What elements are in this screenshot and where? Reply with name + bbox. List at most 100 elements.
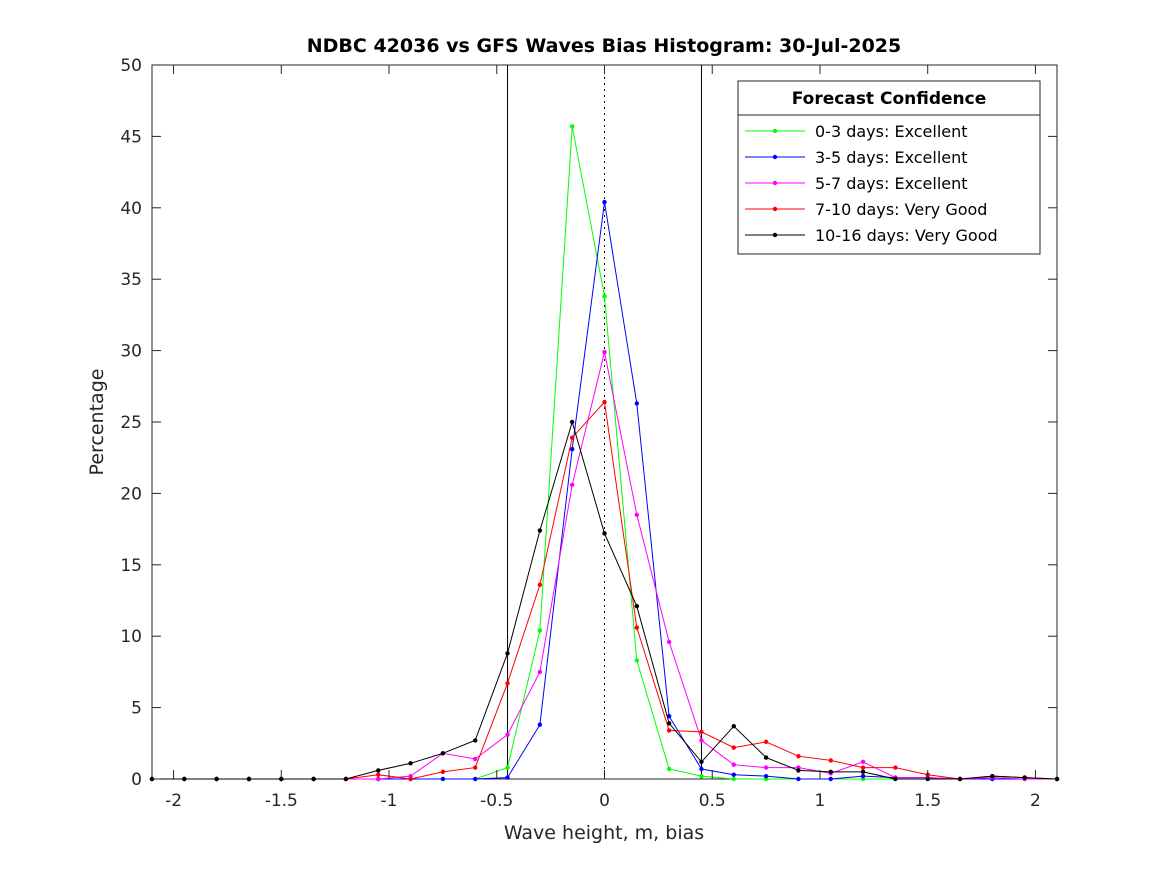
series-2-point	[666, 639, 672, 645]
y-axis-label: Percentage	[86, 369, 108, 476]
x-tick-label: -0.5	[480, 791, 513, 811]
y-tick-label: 5	[131, 699, 142, 719]
series-2-point	[699, 738, 704, 743]
series-3-point	[860, 765, 866, 770]
y-tick-label: 30	[120, 342, 142, 362]
series-1-point	[666, 713, 672, 719]
series-0-point	[505, 765, 510, 770]
series-4-point	[343, 776, 349, 782]
series-1-point	[537, 722, 543, 727]
y-tick-label: 45	[120, 127, 142, 147]
series-3-point	[763, 739, 769, 745]
series-4-point	[1022, 775, 1027, 780]
legend-marker-4	[772, 232, 778, 238]
y-tick-label: 50	[120, 56, 142, 76]
series-4-point	[182, 776, 187, 782]
series-2-point	[505, 732, 510, 737]
series-3-point	[796, 753, 801, 759]
series-3-point	[505, 681, 510, 686]
series-0-point	[537, 628, 543, 633]
series-4-point	[957, 776, 963, 782]
series-3-point	[569, 435, 575, 440]
x-tick-label: -1	[381, 791, 398, 811]
series-4-point	[828, 769, 833, 775]
legend-marker-0	[772, 128, 778, 134]
legend-entry-0: 0-3 days: Excellent	[815, 122, 968, 141]
x-tick-label: 0	[599, 791, 610, 811]
legend-box	[737, 80, 1041, 255]
series-4-point	[699, 759, 704, 765]
series-2-point	[569, 482, 575, 488]
series-4-point	[246, 776, 252, 782]
series-1-point	[440, 776, 446, 782]
series-4-point	[860, 769, 866, 775]
series-3-point	[408, 776, 413, 782]
series-0-point	[634, 658, 640, 663]
series-2-point	[731, 762, 736, 767]
x-tick-label: 1.5	[914, 791, 941, 811]
legend-entry-4: 10-16 days: Very Good	[815, 226, 998, 245]
y-axis-ticks: 0 5 10 15 20 25 30 35 40 45 50	[120, 56, 1057, 790]
series-1-point	[796, 776, 801, 782]
series-4-point	[666, 721, 672, 726]
series-1-point	[699, 766, 704, 772]
x-tick-label: 0.5	[699, 791, 726, 811]
legend-marker-2	[772, 180, 778, 186]
series-3-point	[440, 769, 446, 775]
series-4-point	[796, 768, 801, 773]
legend-marker-3	[772, 206, 778, 212]
legend-entry-1: 3-5 days: Excellent	[815, 148, 968, 167]
series-1-point	[763, 773, 769, 779]
series-4-point	[440, 751, 446, 756]
series-4-point	[537, 528, 543, 533]
series-3-point	[376, 772, 381, 777]
series-3-point	[666, 728, 672, 733]
x-axis-ticks: -2 -1.5 -1 -0.5 0 0.5 1 1.5 2	[165, 65, 1041, 811]
legend-entry-3: 7-10 days: Very Good	[815, 200, 987, 219]
series-2-point	[473, 756, 478, 762]
series-4-point	[569, 419, 575, 425]
series-4-point	[634, 604, 640, 609]
series-4-point	[473, 738, 478, 743]
y-tick-label: 40	[120, 199, 142, 219]
series-4-point	[731, 723, 736, 729]
series-3-point	[473, 765, 478, 770]
y-tick-label: 25	[120, 413, 142, 433]
series-0-point	[731, 776, 736, 782]
series-4-point	[408, 761, 413, 766]
series-3-point	[699, 729, 704, 735]
series-0-point	[699, 773, 704, 779]
x-tick-label: 2	[1030, 791, 1041, 811]
series-0-point	[569, 124, 575, 129]
series-3-point	[602, 399, 607, 405]
series-3-point	[731, 745, 736, 750]
series-4-point	[311, 776, 316, 782]
series-2-point	[602, 349, 607, 355]
series-1-point	[731, 772, 736, 777]
legend-entry-2: 5-7 days: Excellent	[815, 174, 968, 193]
legend: Forecast Confidence 0-3 days: Excellent 3-…	[737, 80, 1041, 255]
legend-title: Forecast Confidence	[792, 89, 987, 109]
y-tick-label: 35	[120, 270, 142, 290]
y-tick-label: 10	[120, 627, 142, 647]
series-0-point	[602, 294, 607, 299]
series-1-point	[860, 773, 866, 779]
series-1-point	[505, 775, 510, 780]
series-1-point	[634, 401, 640, 406]
series-3-point	[893, 765, 898, 770]
series-2-point	[376, 776, 381, 782]
y-tick-label: 20	[120, 484, 142, 504]
series-2-point	[763, 765, 769, 770]
series-4-point	[990, 773, 995, 779]
series-1-point	[828, 776, 833, 782]
y-tick-label: 0	[131, 770, 142, 790]
series-4-point	[763, 755, 769, 760]
series-2-point	[634, 512, 640, 518]
series-3-point	[634, 625, 640, 630]
series-4-point	[214, 776, 219, 782]
x-tick-label: -2	[165, 791, 182, 811]
series-1-point	[602, 199, 607, 205]
y-tick-label: 15	[120, 556, 142, 576]
series-3-point	[828, 758, 833, 763]
